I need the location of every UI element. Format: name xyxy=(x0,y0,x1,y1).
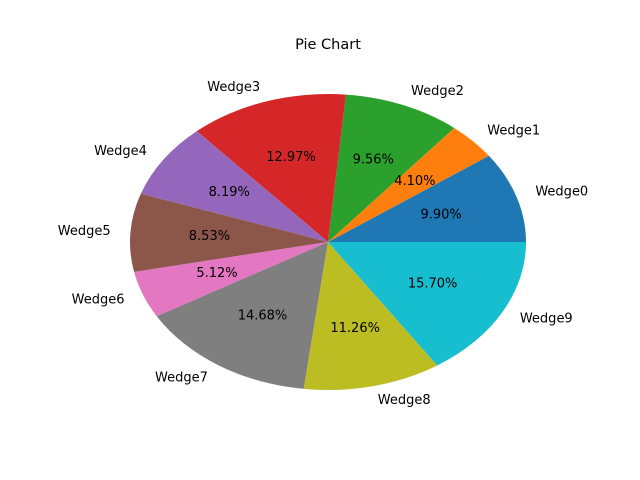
wedge-label-7: Wedge7 xyxy=(155,370,208,385)
wedge-label-8: Wedge8 xyxy=(378,393,431,408)
chart-title: Pie Chart xyxy=(295,37,361,53)
wedge-labels: Wedge0 Wedge1 Wedge2 Wedge3 Wedge4 Wedge5 Wedg… xyxy=(58,80,588,408)
wedge-label-4: Wedge4 xyxy=(94,144,147,159)
wedge-label-9: Wedge9 xyxy=(520,312,573,327)
wedge-label-5: Wedge5 xyxy=(58,224,111,239)
pct-label-7: 14.68% xyxy=(238,309,288,324)
wedge-3 xyxy=(196,94,346,242)
pct-label-3: 12.97% xyxy=(266,150,316,165)
pct-label-5: 8.53% xyxy=(189,229,230,244)
wedge-label-3: Wedge3 xyxy=(207,80,260,95)
pct-label-4: 8.19% xyxy=(209,185,250,200)
pct-label-2: 9.56% xyxy=(353,152,394,167)
pct-label-8: 11.26% xyxy=(330,321,380,336)
pct-label-9: 15.70% xyxy=(408,277,458,292)
wedge-8 xyxy=(303,242,438,390)
wedge-label-2: Wedge2 xyxy=(411,84,464,99)
pct-label-0: 9.90% xyxy=(420,207,461,222)
wedge-label-0: Wedge0 xyxy=(535,185,588,200)
wedge-1 xyxy=(328,127,489,242)
wedge-0 xyxy=(328,155,526,242)
wedge-2 xyxy=(328,94,455,242)
wedge-9 xyxy=(328,242,526,366)
wedge-5 xyxy=(129,193,328,272)
pct-label-6: 5.12% xyxy=(196,266,237,281)
wedge-label-1: Wedge1 xyxy=(487,123,540,138)
wedge-label-6: Wedge6 xyxy=(72,293,125,308)
pct-label-1: 4.10% xyxy=(394,174,435,189)
percentage-labels: 9.90% 4.10%9.56% 12.97% 8.19% 8.53% 5.12% 14.6… xyxy=(189,150,462,336)
wedge-7 xyxy=(156,242,328,389)
pie-wedges xyxy=(129,94,526,390)
wedge-6 xyxy=(134,242,328,317)
wedge-4 xyxy=(140,131,328,242)
